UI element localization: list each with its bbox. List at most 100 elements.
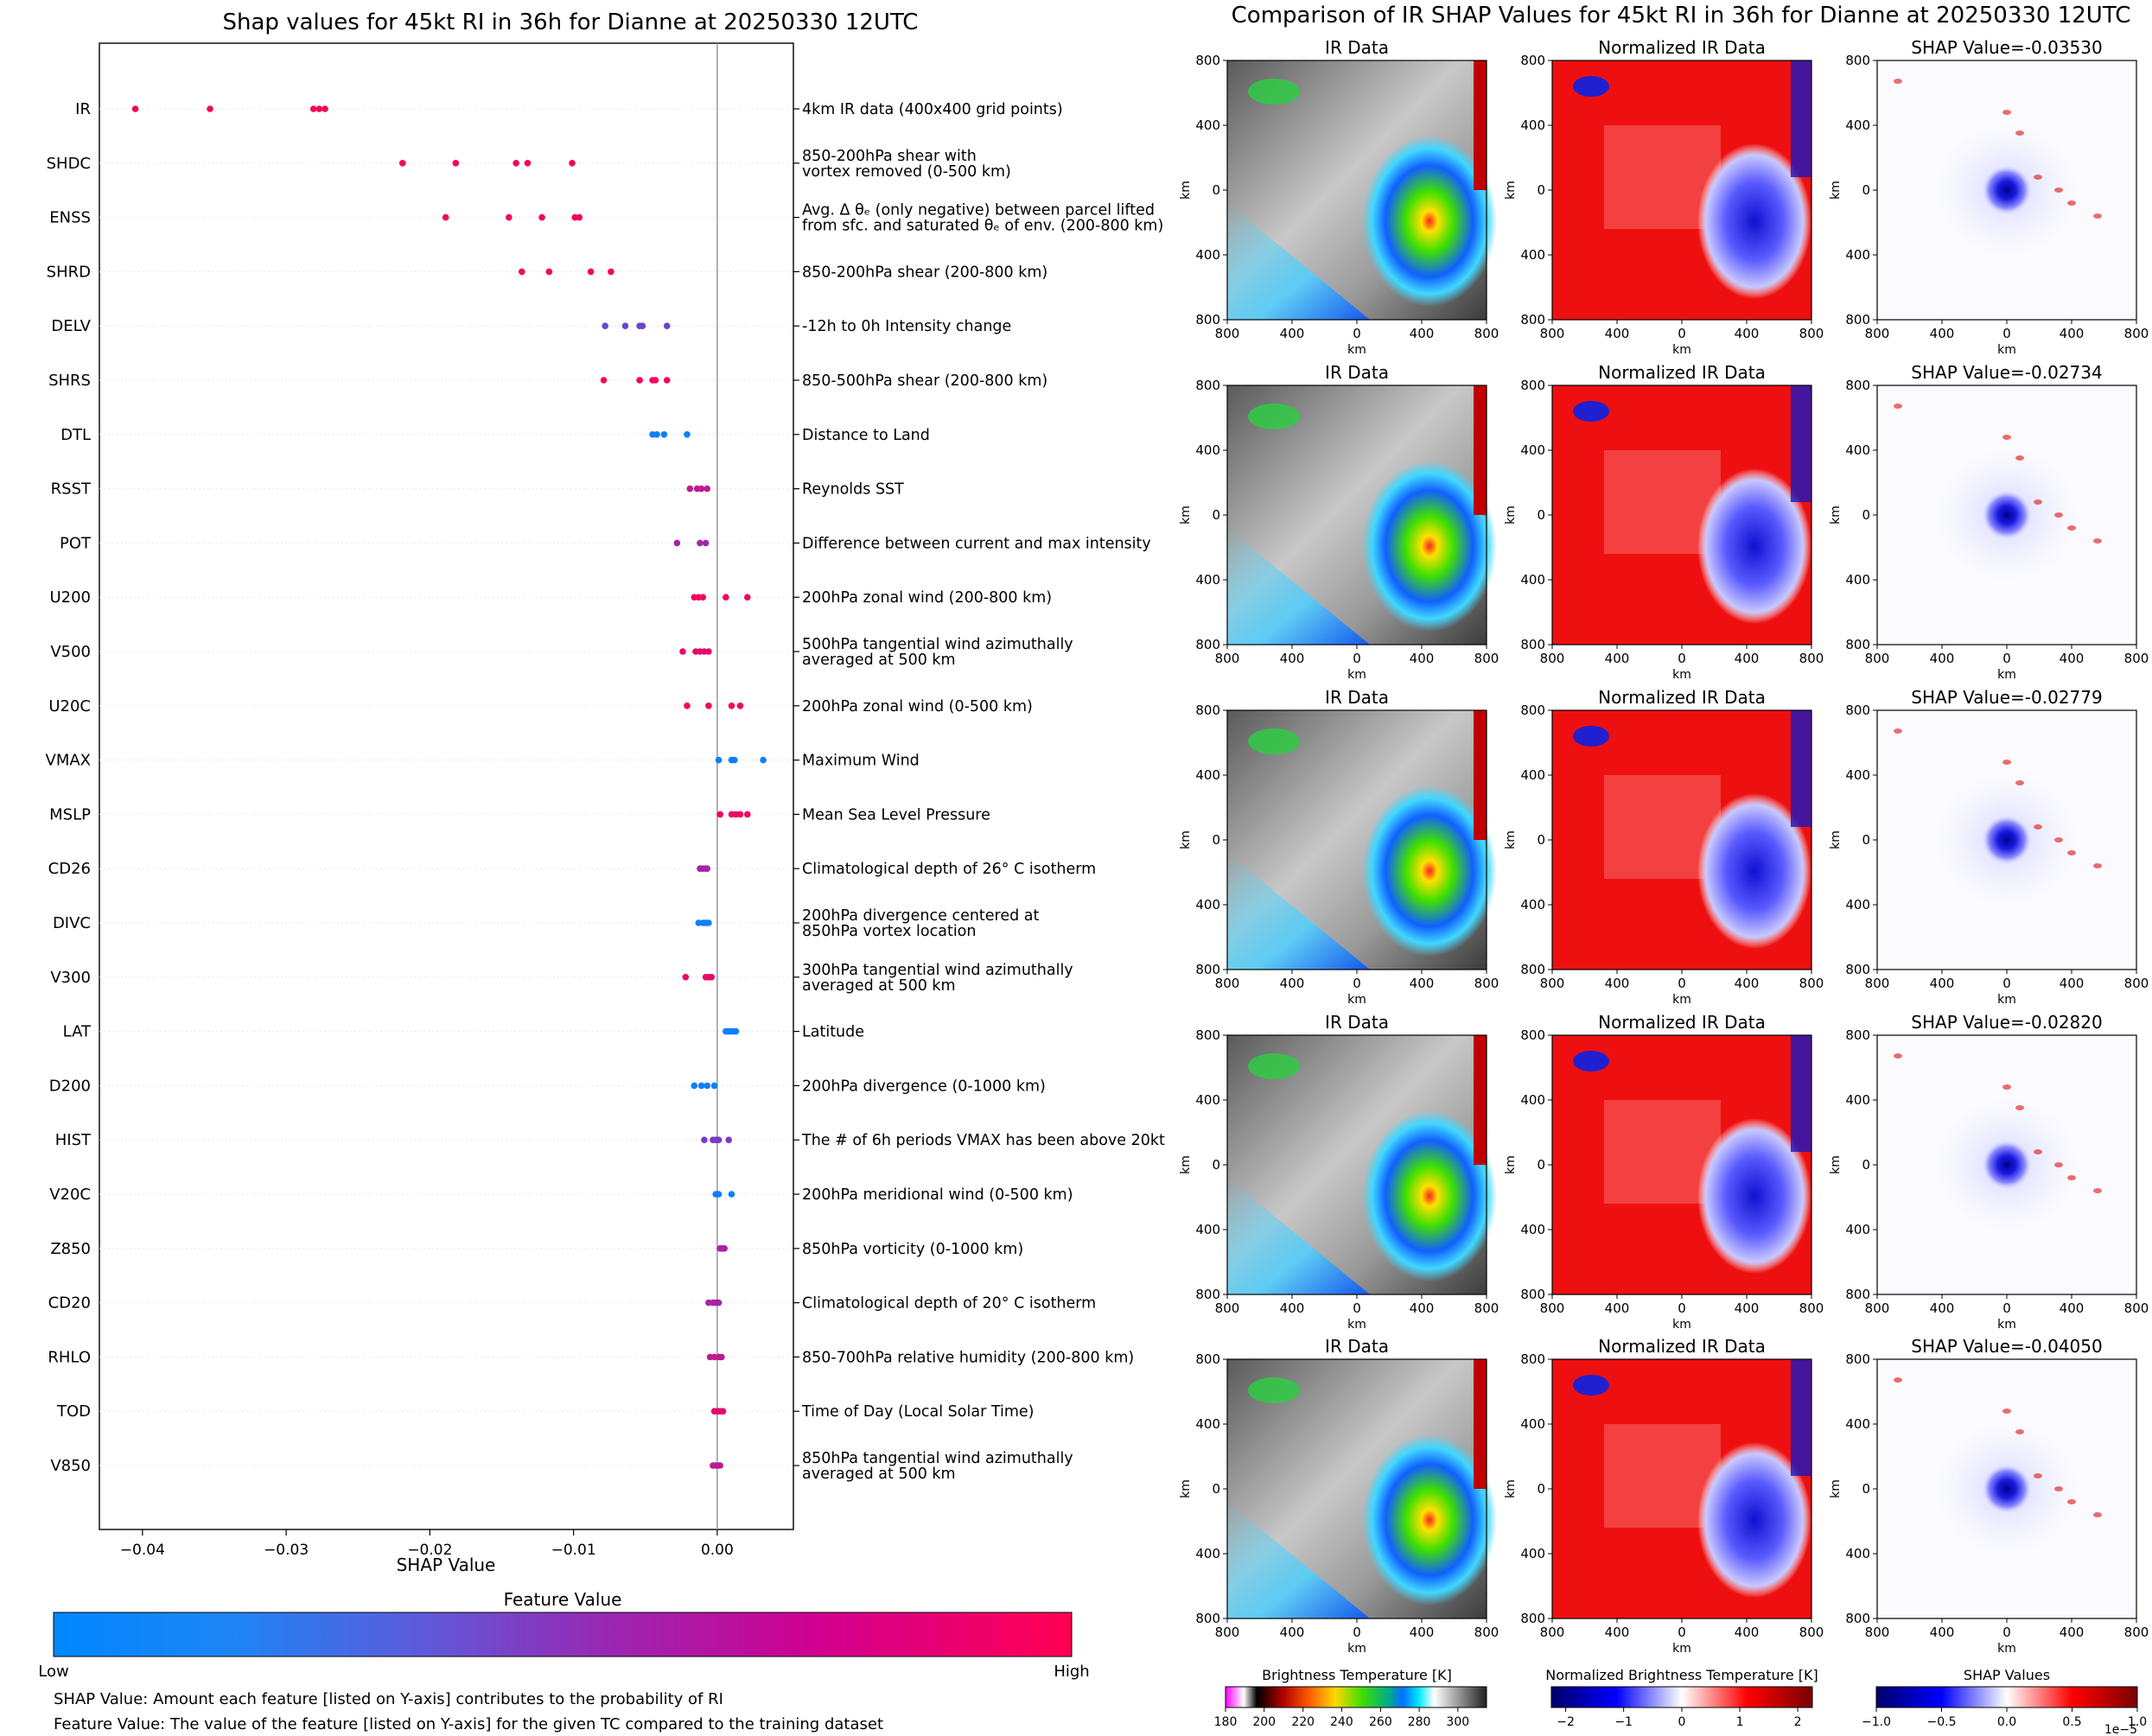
y-tick-label: 800 xyxy=(1520,962,1545,977)
shap-point xyxy=(760,756,767,764)
y-tick-label: 800 xyxy=(1195,1611,1220,1626)
y-tick-label: 400 xyxy=(1195,118,1220,133)
ir-cell xyxy=(1248,1377,1300,1403)
x-axis-label: km xyxy=(1347,668,1366,682)
shap-point xyxy=(684,703,691,709)
ir-storm xyxy=(1362,461,1497,632)
colorbar-tick-label: 1.0 xyxy=(2128,1715,2147,1729)
colorbar-low-label: Low xyxy=(38,1663,68,1681)
shap-point xyxy=(639,322,646,330)
ir-storm xyxy=(1362,1110,1497,1281)
brightness-colorbar-label: Brightness Temperature [K] xyxy=(1262,1667,1452,1683)
x-tick-label: 400 xyxy=(1280,326,1305,341)
x-tick-label: 800 xyxy=(1474,326,1499,341)
y-tick-label: 800 xyxy=(1845,312,1870,327)
normalized-cell xyxy=(1573,1375,1609,1396)
feature-label: SHRD xyxy=(47,263,91,281)
shap-map-panel: SHAP Value=-0.02820800800400400004004008… xyxy=(1829,1012,2149,1332)
panel-title: SHAP Value=-0.02779 xyxy=(1911,687,2102,708)
shap-center xyxy=(1981,1463,2033,1515)
x-tick-label: 400 xyxy=(1735,1625,1760,1640)
x-tick-label: 800 xyxy=(1215,976,1240,991)
y-axis-label: km xyxy=(1829,1479,1843,1498)
normalized-ir-panel: Normalized IR Data8008004004000040040080… xyxy=(1504,1336,1824,1656)
shap-point xyxy=(322,105,328,112)
feature-value-note: Feature Value: The value of the feature … xyxy=(54,1715,883,1733)
shap-point xyxy=(715,756,723,764)
feature-label: HIST xyxy=(55,1131,92,1149)
shap-positive-spot xyxy=(2002,435,2011,440)
normalized-ir-panel: Normalized IR Data8008004004000040040080… xyxy=(1504,687,1824,1007)
shap-point xyxy=(705,703,712,709)
y-axis-label: km xyxy=(1829,506,1843,525)
ir-comparison-panels: Comparison of IR SHAP Values for 45kt RI… xyxy=(1179,3,2149,1736)
colorbar-tick-label: −2 xyxy=(1557,1715,1575,1729)
ir-rainband xyxy=(1227,853,1370,970)
feature-description: -12h to 0h Intensity change xyxy=(802,318,1011,335)
comparison-title: Comparison of IR SHAP Values for 45kt RI… xyxy=(1232,3,2131,29)
colorbar-tick-label: 0.5 xyxy=(2062,1715,2081,1729)
colorbar-tick-label: 0 xyxy=(1678,1715,1686,1729)
comparison-row: IR Data80080040040000400400800800kmkmNor… xyxy=(1179,1336,2149,1656)
feature-label: DELV xyxy=(51,317,91,335)
panel-title: Normalized IR Data xyxy=(1598,1336,1766,1357)
shap-positive-spot xyxy=(2054,512,2063,518)
x-tick-label: 800 xyxy=(2124,1300,2149,1316)
ir-cell xyxy=(1248,1053,1300,1079)
y-tick-label: 400 xyxy=(1845,118,1870,133)
x-tick-label: 0 xyxy=(1353,651,1361,666)
feature-description: Avg. Δ θₑ (only negative) between parcel… xyxy=(802,202,1155,219)
y-axis-label: km xyxy=(1504,1479,1518,1498)
y-tick-label: 800 xyxy=(1195,53,1220,68)
shap-point xyxy=(716,1462,724,1469)
feature-description: Reynolds SST xyxy=(802,481,904,499)
shap-positive-spot xyxy=(2067,1499,2076,1504)
y-tick-label: 400 xyxy=(1195,897,1220,913)
beeswarm-gridlines xyxy=(99,108,793,1466)
colorbar-tick-label: −1.0 xyxy=(1862,1715,1891,1729)
x-tick-label: 800 xyxy=(1540,326,1565,341)
x-tick-label: 800 xyxy=(2124,976,2149,991)
y-tick-label: 0 xyxy=(1537,832,1545,848)
feature-label: U200 xyxy=(49,588,91,607)
y-tick-label: 800 xyxy=(1195,1351,1220,1367)
shap-point xyxy=(569,160,576,167)
y-axis-label: km xyxy=(1504,830,1518,849)
shap-center xyxy=(1981,164,2033,216)
y-tick-label: 400 xyxy=(1845,442,1870,458)
feature-description: Distance to Land xyxy=(802,427,930,444)
shap-point xyxy=(309,105,317,112)
y-tick-label: 800 xyxy=(1520,637,1545,652)
y-tick-label: 800 xyxy=(1845,703,1870,718)
feature-label: RSST xyxy=(51,480,92,499)
feature-description: 200hPa zonal wind (200-800 km) xyxy=(802,589,1052,607)
shap-colorbar-scale: 1e−5 xyxy=(2104,1723,2137,1736)
y-tick-label: 400 xyxy=(1845,767,1870,783)
shap-positive-spot xyxy=(2015,1429,2024,1434)
ir-cold-top xyxy=(1474,1359,1487,1489)
normalized-cold-edge xyxy=(1791,1035,1811,1152)
normalized-storm xyxy=(1697,793,1811,949)
x-tick-label: 800 xyxy=(1474,651,1499,666)
colorbar-tick-label: 2 xyxy=(1794,1715,1802,1729)
x-axis-label: km xyxy=(1347,1318,1366,1332)
normalized-ir-panel: Normalized IR Data8008004004000040040080… xyxy=(1504,1012,1824,1332)
shap-point xyxy=(682,974,690,981)
x-tick-label: 800 xyxy=(1540,1300,1565,1316)
normalized-colorbar-label: Normalized Brightness Temperature [K] xyxy=(1545,1667,1818,1683)
ir-rainband xyxy=(1227,203,1370,320)
feature-description: 200hPa divergence centered at xyxy=(802,907,1040,925)
feature-label: CD26 xyxy=(48,860,91,878)
shap-point xyxy=(705,648,712,655)
normalized-cold-edge xyxy=(1791,1359,1811,1476)
y-tick-label: 0 xyxy=(1537,1157,1545,1173)
feature-description: Time of Day (Local Solar Time) xyxy=(801,1403,1035,1421)
y-tick-label: 400 xyxy=(1520,572,1545,588)
x-tick-label: 800 xyxy=(1865,1300,1890,1316)
shap-positive-spot xyxy=(2002,760,2011,765)
x-tick-label: 400 xyxy=(1605,326,1630,341)
y-tick-label: 0 xyxy=(1862,832,1870,848)
y-tick-label: 800 xyxy=(1520,312,1545,327)
feature-label: DIVC xyxy=(53,914,91,932)
x-axis-label: km xyxy=(1347,993,1366,1007)
